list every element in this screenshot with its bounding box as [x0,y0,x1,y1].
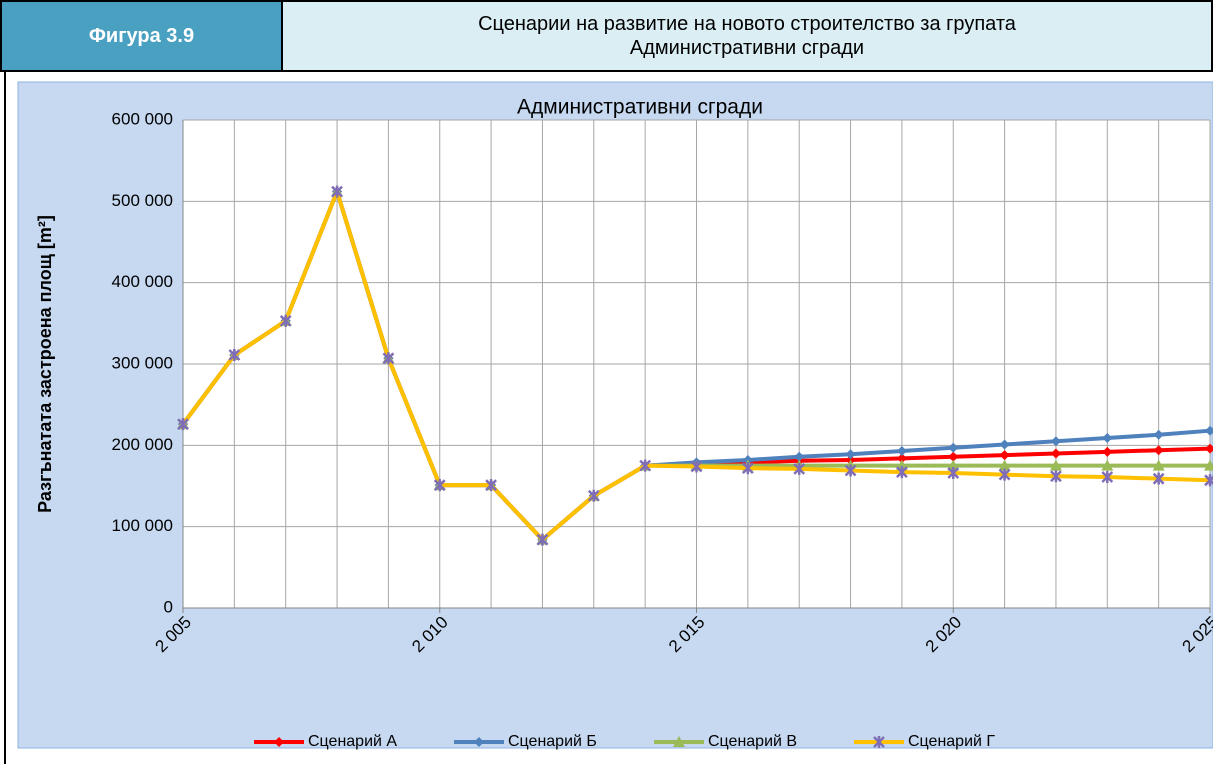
marker [896,446,907,457]
marker [1152,472,1165,485]
marker [228,349,241,362]
marker [948,442,959,453]
marker [279,314,292,327]
y-tick-label: 400 000 [112,272,173,291]
marker [1050,436,1061,447]
marker [177,418,189,431]
marker [947,459,960,471]
marker [1050,448,1061,459]
marker [382,352,395,365]
marker [1050,470,1062,483]
marker [1152,459,1165,471]
marker [673,736,685,747]
marker [587,489,600,502]
marker [1101,459,1114,471]
marker [690,460,703,473]
marker [1101,471,1114,484]
marker [1153,429,1164,440]
legend-label: Сценарий Г [908,733,995,750]
marker [794,451,805,462]
y-tick-label: 600 000 [112,109,173,128]
title-line: Административни сгради [629,37,865,59]
figure-title: Сценарии на развитие на новото строителс… [283,0,1213,72]
marker [873,736,885,748]
marker [844,464,857,477]
marker [536,533,549,546]
chart: Административни сгради Разгънатата застр… [17,81,1213,750]
marker [1205,425,1213,436]
marker [999,450,1010,461]
marker [331,185,343,198]
marker [1049,459,1062,471]
marker [947,466,960,479]
figure-label: Фигура 3.9 [0,0,283,72]
marker [998,468,1011,481]
marker [948,451,959,462]
marker [274,737,284,747]
marker [896,466,908,479]
marker [1205,443,1213,454]
marker [741,462,754,475]
chart-title: Административни сгради [517,96,763,119]
marker [999,439,1010,450]
y-tick-label: 0 [164,597,173,616]
legend-label: Сценарий Б [508,733,597,750]
y-axis-label: Разгънатата застроена площ [m²] [35,215,55,513]
legend-label: Сценарий В [708,733,797,750]
legend-label: Сценарий А [308,733,397,750]
marker [845,449,856,460]
marker [1204,474,1213,487]
marker [1153,445,1164,456]
marker [485,479,497,492]
y-tick-label: 500 000 [112,191,173,210]
frame [4,72,1213,764]
marker [639,459,652,472]
marker [1102,446,1113,457]
marker [896,453,907,464]
y-tick-label: 300 000 [112,353,173,372]
y-tick-label: 200 000 [112,435,173,454]
marker [793,462,806,475]
y-tick-label: 100 000 [112,516,173,535]
marker [1102,433,1113,444]
title-line: Сценарии на развитие на новото строителс… [478,13,1016,35]
marker [1204,459,1213,471]
marker [998,459,1011,471]
marker [474,737,484,747]
marker [433,479,446,492]
